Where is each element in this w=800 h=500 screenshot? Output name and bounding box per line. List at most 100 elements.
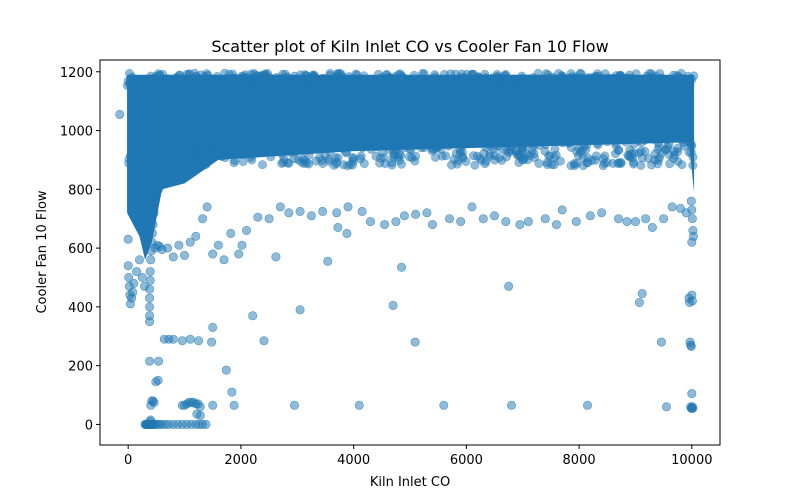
data-point <box>132 267 142 277</box>
data-point <box>566 132 576 142</box>
data-point <box>648 134 658 144</box>
data-point <box>453 133 463 143</box>
data-point <box>145 267 155 277</box>
data-point <box>523 217 533 227</box>
data-point <box>289 154 299 164</box>
data-point <box>381 135 390 145</box>
data-point <box>538 80 548 90</box>
data-point <box>352 70 362 80</box>
data-point <box>610 149 620 159</box>
data-point <box>432 142 442 152</box>
data-point <box>127 136 137 146</box>
data-point <box>259 75 269 85</box>
data-point <box>507 141 517 151</box>
data-point <box>399 143 409 153</box>
data-point <box>473 133 483 142</box>
data-point <box>630 217 640 227</box>
data-point <box>140 133 150 143</box>
data-point <box>439 400 449 410</box>
data-point <box>597 208 607 218</box>
y-tick-label: 1200 <box>60 66 93 81</box>
data-point <box>131 160 141 170</box>
data-point <box>153 375 163 385</box>
data-point <box>512 150 522 160</box>
data-point <box>548 72 558 82</box>
data-point <box>593 140 603 150</box>
data-point <box>185 237 195 247</box>
data-point <box>579 142 589 152</box>
data-point <box>137 272 147 282</box>
data-point <box>146 400 156 410</box>
x-tick-label: 4000 <box>337 453 370 468</box>
data-point <box>435 80 445 90</box>
data-point <box>245 138 254 148</box>
data-point <box>266 79 276 88</box>
data-point <box>686 196 696 206</box>
data-point <box>124 272 134 282</box>
data-point <box>377 147 387 157</box>
data-point <box>155 79 165 88</box>
data-point <box>175 142 184 152</box>
data-point <box>565 75 575 85</box>
data-point <box>213 240 223 250</box>
data-point <box>271 252 281 262</box>
data-point <box>367 81 377 91</box>
data-point <box>341 148 351 158</box>
data-point <box>149 208 159 218</box>
data-point <box>208 322 218 332</box>
data-point <box>480 159 490 169</box>
data-point <box>318 159 328 168</box>
data-point <box>391 217 401 227</box>
y-tick-label: 200 <box>68 360 93 375</box>
data-point <box>676 69 686 78</box>
data-point <box>608 134 618 144</box>
x-tick-label: 0 <box>124 453 132 468</box>
data-point <box>227 387 237 397</box>
y-tick-label: 1000 <box>60 125 93 140</box>
data-point <box>295 305 305 315</box>
data-point <box>145 302 155 312</box>
data-point <box>585 211 595 221</box>
data-point <box>688 403 698 413</box>
data-point <box>115 109 125 119</box>
data-point <box>147 228 157 238</box>
data-point <box>150 139 160 149</box>
y-tick-label: 800 <box>68 183 93 198</box>
data-point <box>427 220 437 230</box>
data-point <box>238 157 248 167</box>
data-point <box>224 69 234 79</box>
data-point <box>375 79 385 89</box>
data-point <box>198 214 208 224</box>
data-point <box>140 146 150 156</box>
data-point <box>675 203 685 213</box>
data-point <box>364 138 374 148</box>
x-tick-label: 6000 <box>450 453 483 468</box>
data-point <box>219 255 229 265</box>
data-point <box>380 220 390 230</box>
data-point <box>319 74 329 84</box>
data-point <box>371 142 381 152</box>
data-point <box>309 71 319 81</box>
data-point <box>550 144 560 154</box>
data-point <box>258 160 267 170</box>
data-point <box>615 70 625 80</box>
y-tick-label: 0 <box>85 418 93 433</box>
data-point <box>468 81 478 91</box>
x-tick-label: 10000 <box>671 453 712 468</box>
data-point <box>416 143 426 153</box>
data-point <box>388 300 398 310</box>
data-point <box>455 145 465 155</box>
data-point <box>123 234 133 244</box>
data-point <box>622 217 632 227</box>
data-point <box>356 139 366 149</box>
data-point <box>542 158 552 167</box>
data-point <box>342 228 352 238</box>
data-point <box>633 74 643 84</box>
data-point <box>621 76 631 86</box>
data-point <box>194 336 204 346</box>
data-point <box>656 337 666 347</box>
data-point <box>212 72 222 81</box>
data-point <box>659 81 669 91</box>
data-point <box>267 145 277 155</box>
data-point <box>634 297 644 307</box>
